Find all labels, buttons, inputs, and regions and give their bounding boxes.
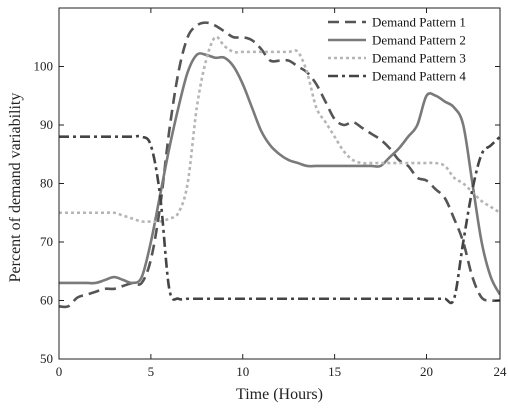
y-tick-label: 90 — [40, 117, 53, 132]
series-line-3 — [59, 35, 500, 224]
x-tick-label: 10 — [236, 364, 249, 379]
legend: Demand Pattern 1 Demand Pattern 2 Demand P… — [328, 15, 466, 84]
y-tick-label: 100 — [34, 59, 54, 74]
y-tick-label: 80 — [40, 176, 53, 191]
series-line-4 — [59, 134, 500, 305]
legend-label-2: Demand Pattern 2 — [372, 33, 466, 48]
series-line-2 — [59, 52, 500, 296]
x-tick-label: 5 — [148, 364, 155, 379]
y-tick-label: 60 — [40, 293, 53, 308]
x-axis-label: Time (Hours) — [236, 386, 323, 403]
y-tick-label: 50 — [40, 351, 53, 366]
series-line-1 — [59, 21, 500, 309]
x-tick-label: 24 — [494, 364, 508, 379]
y-axis-label: Percent of demand variability — [7, 93, 24, 283]
series-layer — [59, 21, 500, 309]
x-tick-label: 20 — [420, 364, 433, 379]
ticks-layer: 0 5 10 15 20 24 50 60 70 80 90 100 — [34, 8, 508, 379]
x-tick-label: 15 — [328, 364, 341, 379]
x-tick-label: 0 — [56, 364, 63, 379]
legend-label-4: Demand Pattern 4 — [372, 69, 466, 84]
y-tick-label: 70 — [40, 234, 53, 249]
legend-label-3: Demand Pattern 3 — [372, 51, 466, 66]
legend-label-1: Demand Pattern 1 — [372, 15, 466, 30]
